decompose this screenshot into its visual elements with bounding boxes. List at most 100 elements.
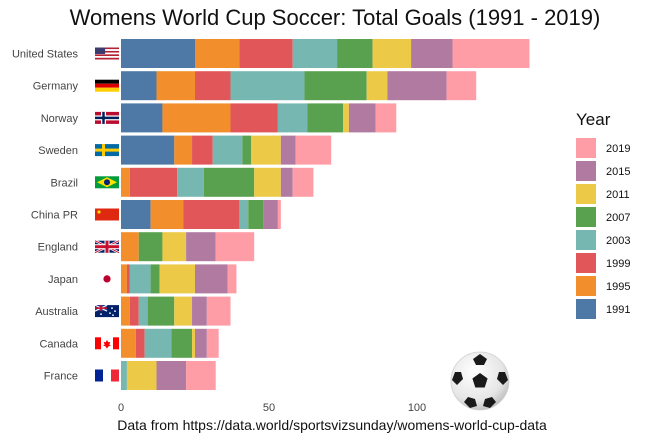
category-label-united-states: United States [12,49,79,61]
bar-brazil-1995 [121,167,130,197]
category-label-norway: Norway [41,113,79,125]
bar-japan-2015 [195,264,228,294]
bar-australia-1995 [121,296,130,326]
bar-sweden-2019 [295,135,332,165]
legend-label-2007: 2007 [606,212,630,224]
bar-united-states-2015 [411,39,453,68]
china-flag-icon [95,208,119,221]
bar-germany-2015 [387,71,447,101]
bar-united-states-1995 [195,39,240,68]
bar-canada-2015 [195,328,207,358]
bar-japan-2011 [159,264,195,294]
australia-flag-icon [94,304,119,318]
japan-flag-icon [95,272,119,285]
legend-swatch-2007 [576,207,596,227]
brazil-flag-icon [95,176,119,189]
category-labels: United States Germany Norway Sweden Brazil Ch… [12,49,79,383]
bar-france-2003 [121,361,127,390]
bar-china-pr-1999 [183,200,240,229]
norway-flag-icon [95,111,119,124]
bar-australia-2019 [206,296,231,326]
bar-france-2011 [126,361,157,390]
legend-label-1991: 1991 [606,304,630,316]
bar-norway-1991 [121,103,163,133]
bar-australia-2007 [147,296,175,326]
bar-norway-2019 [375,103,397,133]
bar-england-2015 [186,232,216,262]
category-label-australia: Australia [35,306,79,318]
bar-canada-2003 [144,328,172,358]
bar-japan-2003 [129,264,151,294]
x-axis-ticks: 0 50 100 [118,402,426,414]
sweden-flag-icon [95,144,119,157]
legend-label-1995: 1995 [606,281,630,293]
bar-china-pr-2019 [277,200,281,229]
bar-brazil-2003 [177,167,204,197]
x-tick-label-0: 0 [118,402,124,414]
x-tick-label-100: 100 [408,402,426,414]
legend-swatch-2011 [576,184,596,204]
bar-france-2019 [186,361,216,390]
bar-germany-2003 [230,71,305,101]
bar-united-states-1999 [239,39,293,68]
legend-swatch-1999 [576,253,596,273]
bar-norway-2003 [277,103,308,133]
bar-japan-1995 [121,264,127,294]
bar-canada-2019 [206,328,219,358]
bar-sweden-2007 [242,135,252,165]
bar-england-2007 [138,232,163,262]
bar-canada-1999 [135,328,145,358]
germany-flag-icon [95,79,119,92]
bar-norway-2015 [348,103,376,133]
chart-caption: Data from https://data.world/sportsvizsu… [117,417,547,433]
canada-flag-icon [95,337,119,350]
bar-germany-1995 [156,71,195,101]
bar-sweden-2015 [280,135,296,165]
bar-sweden-1991 [121,135,175,165]
bar-canada-1995 [121,328,136,358]
bar-england-2011 [162,232,187,262]
category-label-china-pr: China PR [31,210,78,222]
legend-label-1999: 1999 [606,258,630,270]
flag-column [94,47,120,382]
category-label-germany: Germany [33,81,79,93]
x-tick-label-50: 50 [263,402,275,414]
bar-china-pr-2015 [263,200,278,229]
bar-united-states-1991 [121,39,195,68]
legend-swatch-2015 [576,161,596,181]
bar-brazil-1999 [129,167,178,197]
bar-norway-1995 [162,103,231,133]
bar-sweden-1995 [174,135,193,165]
bar-china-pr-2007 [248,200,264,229]
bar-canada-2007 [171,328,193,358]
bar-norway-2007 [307,103,343,133]
category-label-england: England [38,242,78,254]
bar-france-2015 [156,361,187,390]
bar-germany-2011 [366,71,388,101]
bar-australia-2011 [174,296,193,326]
bar-australia-2003 [138,296,148,326]
bar-sweden-1999 [192,135,213,165]
soccer-ball-icon [450,351,510,411]
bar-china-pr-2003 [239,200,249,229]
bar-australia-2015 [192,296,207,326]
bar-england-1995 [121,232,139,262]
legend-label-2011: 2011 [606,189,630,201]
bar-sweden-2003 [212,135,243,165]
legend-swatch-2019 [576,138,596,158]
legend: Year 2019 2015 2011 2007 2003 1999 1995 1991 [576,110,630,319]
bar-china-pr-1995 [150,200,184,229]
bar-japan-2019 [227,264,237,294]
legend-title: Year [576,110,611,129]
bar-united-states-2007 [337,39,373,68]
legend-swatch-1995 [576,276,596,296]
bar-japan-1999 [126,264,130,294]
bar-brazil-2007 [203,167,255,197]
england-flag-icon [94,239,120,254]
category-label-sweden: Sweden [38,145,78,157]
legend-swatch-2003 [576,230,596,250]
bar-united-states-2019 [452,39,530,68]
bar-united-states-2003 [292,39,338,68]
bar-norway-1999 [230,103,278,133]
